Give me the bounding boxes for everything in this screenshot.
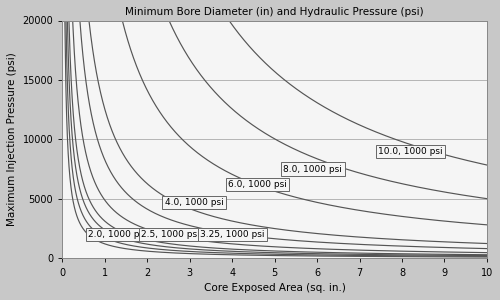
Text: 10.0, 1000 psi: 10.0, 1000 psi (378, 147, 443, 156)
Text: 2.0, 1000 psi: 2.0, 1000 psi (88, 230, 147, 239)
Text: 3.25, 1000 psi: 3.25, 1000 psi (200, 230, 264, 239)
Text: 4.0, 1000 psi: 4.0, 1000 psi (164, 198, 224, 207)
Text: 8.0, 1000 psi: 8.0, 1000 psi (284, 165, 343, 174)
Text: 6.0, 1000 psi: 6.0, 1000 psi (228, 180, 287, 189)
X-axis label: Core Exposed Area (sq. in.): Core Exposed Area (sq. in.) (204, 283, 346, 293)
Title: Minimum Bore Diameter (in) and Hydraulic Pressure (psi): Minimum Bore Diameter (in) and Hydraulic… (126, 7, 424, 17)
Text: 2.5, 1000 psi: 2.5, 1000 psi (141, 230, 200, 239)
Y-axis label: Maximum Injection Pressure (psi): Maximum Injection Pressure (psi) (7, 52, 17, 227)
